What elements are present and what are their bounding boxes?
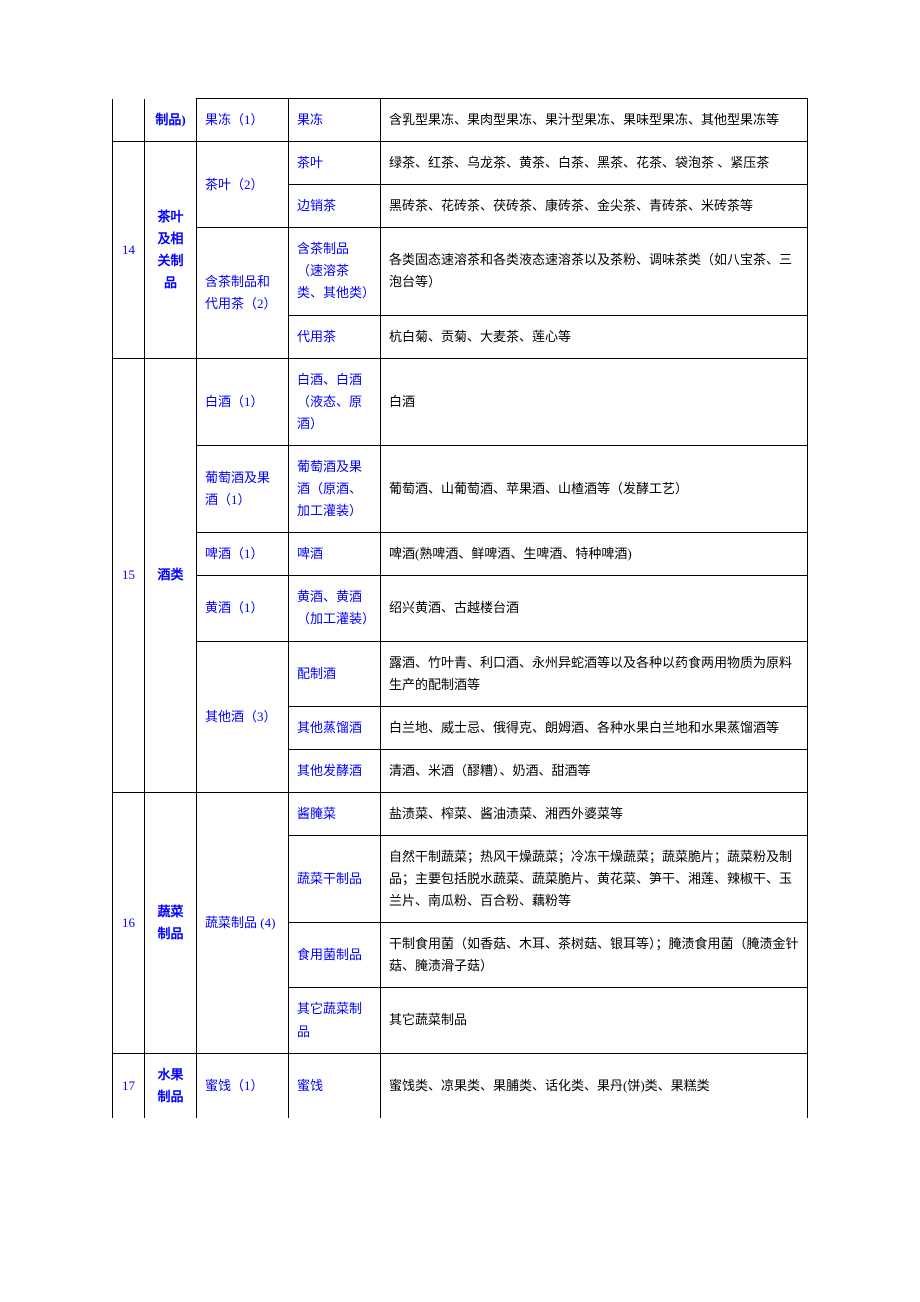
item: 啤酒 xyxy=(289,533,381,576)
subcategory: 蔬菜制品 (4) xyxy=(197,792,289,1053)
description: 各类固态速溶茶和各类液态速溶茶以及茶粉、调味茶类（如八宝茶、三泡台等） xyxy=(381,228,808,315)
table-row: 葡萄酒及果酒（1） 葡萄酒及果酒（原酒、加工灌装） 葡萄酒、山葡萄酒、苹果酒、山… xyxy=(113,445,808,532)
subcategory: 果冻（1） xyxy=(197,99,289,142)
table-row: 16 蔬菜制品 蔬菜制品 (4) 酱腌菜 盐渍菜、榨菜、酱油渍菜、湘西外婆菜等 xyxy=(113,792,808,835)
description: 干制食用菌（如香菇、木耳、茶树菇、银耳等）；腌渍食用菌（腌渍金针菇、腌渍滑子菇） xyxy=(381,923,808,988)
subcategory: 黄酒（1） xyxy=(197,576,289,641)
description: 清酒、米酒（醪糟）、奶酒、甜酒等 xyxy=(381,749,808,792)
row-number xyxy=(113,99,145,142)
item: 其它蔬菜制品 xyxy=(289,988,381,1053)
table-row: 黄酒（1） 黄酒、黄酒（加工灌装） 绍兴黄酒、古越楼台酒 xyxy=(113,576,808,641)
subcategory: 蜜饯（1） xyxy=(197,1053,289,1118)
category: 制品) xyxy=(145,99,197,142)
description: 露酒、竹叶青、利口酒、永州异蛇酒等以及各种以药食两用物质为原料生产的配制酒等 xyxy=(381,641,808,706)
item: 边销茶 xyxy=(289,185,381,228)
subcategory: 茶叶（2） xyxy=(197,142,289,228)
description: 白兰地、威士忌、俄得克、朗姆酒、各种水果白兰地和水果蒸馏酒等 xyxy=(381,706,808,749)
description: 蜜饯类、凉果类、果脯类、话化类、果丹(饼)类、果糕类 xyxy=(381,1053,808,1118)
item: 酱腌菜 xyxy=(289,792,381,835)
row-number: 15 xyxy=(113,358,145,792)
description: 含乳型果冻、果肉型果冻、果汁型果冻、果味型果冻、其他型果冻等 xyxy=(381,99,808,142)
description: 白酒 xyxy=(381,358,808,445)
item: 黄酒、黄酒（加工灌装） xyxy=(289,576,381,641)
item: 含茶制品（速溶茶类、其他类） xyxy=(289,228,381,315)
row-number: 17 xyxy=(113,1053,145,1118)
subcategory: 啤酒（1） xyxy=(197,533,289,576)
table-row: 15 酒类 白酒（1） 白酒、白酒（液态、原酒） 白酒 xyxy=(113,358,808,445)
item: 茶叶 xyxy=(289,142,381,185)
description: 绍兴黄酒、古越楼台酒 xyxy=(381,576,808,641)
table-row: 制品) 果冻（1） 果冻 含乳型果冻、果肉型果冻、果汁型果冻、果味型果冻、其他型… xyxy=(113,99,808,142)
description: 盐渍菜、榨菜、酱油渍菜、湘西外婆菜等 xyxy=(381,792,808,835)
category: 蔬菜制品 xyxy=(145,792,197,1053)
table-row: 其他酒（3） 配制酒 露酒、竹叶青、利口酒、永州异蛇酒等以及各种以药食两用物质为… xyxy=(113,641,808,706)
category: 水果制品 xyxy=(145,1053,197,1118)
item: 蔬菜干制品 xyxy=(289,835,381,922)
description: 其它蔬菜制品 xyxy=(381,988,808,1053)
table-row: 17 水果制品 蜜饯（1） 蜜饯 蜜饯类、凉果类、果脯类、话化类、果丹(饼)类、… xyxy=(113,1053,808,1118)
row-number: 16 xyxy=(113,792,145,1053)
item: 葡萄酒及果酒（原酒、加工灌装） xyxy=(289,445,381,532)
item: 食用菌制品 xyxy=(289,923,381,988)
row-number: 14 xyxy=(113,142,145,359)
classification-table: 制品) 果冻（1） 果冻 含乳型果冻、果肉型果冻、果汁型果冻、果味型果冻、其他型… xyxy=(112,98,808,1118)
category: 茶叶及相关制品 xyxy=(145,142,197,359)
description: 自然干制蔬菜；热风干燥蔬菜；冷冻干燥蔬菜；蔬菜脆片；蔬菜粉及制品；主要包括脱水蔬… xyxy=(381,835,808,922)
table-row: 含茶制品和代用茶（2） 含茶制品（速溶茶类、其他类） 各类固态速溶茶和各类液态速… xyxy=(113,228,808,315)
description: 黑砖茶、花砖茶、茯砖茶、康砖茶、金尖茶、青砖茶、米砖茶等 xyxy=(381,185,808,228)
subcategory: 含茶制品和代用茶（2） xyxy=(197,228,289,358)
item: 代用茶 xyxy=(289,315,381,358)
description: 绿茶、红茶、乌龙茶、黄茶、白茶、黑茶、花茶、袋泡茶 、紧压茶 xyxy=(381,142,808,185)
description: 啤酒(熟啤酒、鲜啤酒、生啤酒、特种啤酒) xyxy=(381,533,808,576)
table-row: 啤酒（1） 啤酒 啤酒(熟啤酒、鲜啤酒、生啤酒、特种啤酒) xyxy=(113,533,808,576)
description: 杭白菊、贡菊、大麦茶、莲心等 xyxy=(381,315,808,358)
category: 酒类 xyxy=(145,358,197,792)
subcategory: 葡萄酒及果酒（1） xyxy=(197,445,289,532)
description: 葡萄酒、山葡萄酒、苹果酒、山楂酒等（发酵工艺） xyxy=(381,445,808,532)
subcategory: 白酒（1） xyxy=(197,358,289,445)
item: 蜜饯 xyxy=(289,1053,381,1118)
table-row: 14 茶叶及相关制品 茶叶（2） 茶叶 绿茶、红茶、乌龙茶、黄茶、白茶、黑茶、花… xyxy=(113,142,808,185)
item: 白酒、白酒（液态、原酒） xyxy=(289,358,381,445)
item: 其他蒸馏酒 xyxy=(289,706,381,749)
item: 果冻 xyxy=(289,99,381,142)
item: 配制酒 xyxy=(289,641,381,706)
item: 其他发酵酒 xyxy=(289,749,381,792)
subcategory: 其他酒（3） xyxy=(197,641,289,792)
